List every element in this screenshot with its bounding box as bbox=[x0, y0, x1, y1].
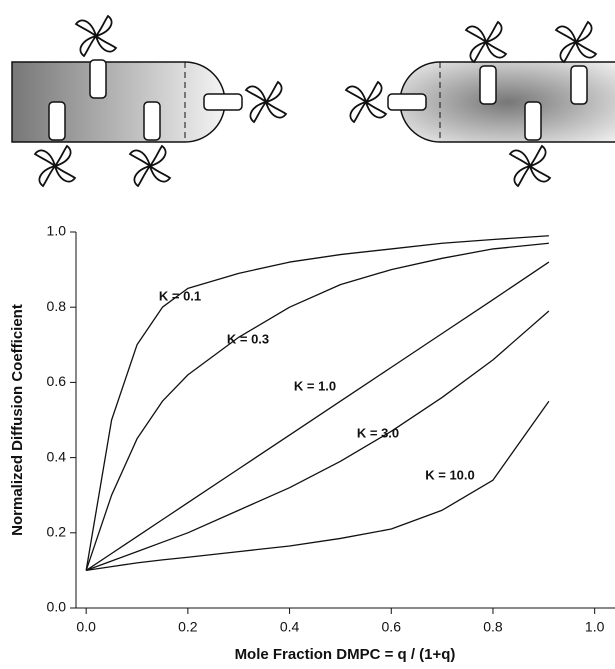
series-line bbox=[85, 242, 549, 571]
y-axis-label: Normalized Diffusion Coefficient bbox=[9, 304, 26, 536]
x-tick-label: 0.2 bbox=[178, 619, 198, 635]
series-line bbox=[85, 310, 550, 572]
x-tick-label: 0.8 bbox=[483, 619, 503, 635]
series-label: K = 1.0 bbox=[294, 378, 336, 393]
y-tick-label: 0.6 bbox=[47, 373, 67, 389]
series-label: K = 3.0 bbox=[357, 425, 399, 440]
series-label: K = 10.0 bbox=[425, 467, 475, 482]
y-tick-label: 0.0 bbox=[47, 599, 67, 615]
x-tick-label: 0.0 bbox=[76, 619, 96, 635]
y-tick-label: 0.4 bbox=[47, 448, 67, 464]
left-rod bbox=[11, 61, 226, 143]
y-tick-label: 0.8 bbox=[47, 298, 67, 314]
x-tick-label: 0.4 bbox=[280, 619, 300, 635]
series-label: K = 0.3 bbox=[227, 331, 269, 346]
series-label: K = 0.1 bbox=[159, 288, 201, 303]
series-line bbox=[85, 235, 549, 571]
x-tick-label: 0.6 bbox=[382, 619, 402, 635]
diagram bbox=[11, 15, 615, 187]
y-tick-label: 1.0 bbox=[47, 223, 67, 239]
series-line bbox=[86, 400, 550, 572]
x-tick-label: 1.0 bbox=[585, 619, 605, 635]
x-axis-label: Mole Fraction DMPC = q / (1+q) bbox=[235, 646, 456, 663]
y-tick-label: 0.2 bbox=[47, 524, 67, 540]
series-line bbox=[85, 261, 550, 571]
cylinders bbox=[48, 59, 588, 141]
chart: Mole Fraction DMPC = q / (1+q) Normalize… bbox=[9, 223, 615, 663]
